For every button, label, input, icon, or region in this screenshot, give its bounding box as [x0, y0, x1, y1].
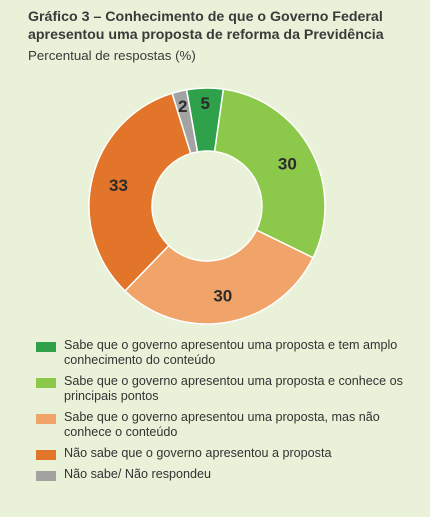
slice-5 [171, 88, 199, 155]
legend-item-4: Não sabe que o governo apresentou a prop… [36, 446, 416, 461]
slice-4 [88, 92, 192, 292]
legend-label-1: Sabe que o governo apresentou uma propos… [64, 338, 398, 367]
slice-2 [213, 88, 326, 259]
slice-value-label-1: 5 [200, 94, 209, 113]
legend-label-4: Não sabe que o governo apresentou a prop… [64, 446, 332, 460]
chart-title: Gráfico 3 – Conhecimento de que o Govern… [28, 9, 384, 43]
legend-item-5: Não sabe/ Não respondeu [36, 467, 416, 482]
legend-label-5: Não sabe/ Não respondeu [64, 467, 212, 481]
slice-value-label-3: 30 [213, 287, 232, 306]
legend-item-1: Sabe que o governo apresentou uma propos… [36, 338, 416, 368]
donut-chart: 5 30 30 33 2 [88, 87, 326, 325]
legend-item-2: Sabe que o governo apresentou uma propos… [36, 374, 416, 404]
legend-label-3: Sabe que o governo apresentou uma propos… [64, 410, 380, 439]
legend-swatch-1 [36, 342, 56, 352]
legend-item-3: Sabe que o governo apresentou uma propos… [36, 410, 416, 440]
slice-value-label-4: 33 [109, 176, 128, 195]
legend-swatch-4 [36, 450, 56, 460]
slice-value-label-2: 30 [278, 154, 297, 173]
slice-3 [123, 229, 315, 325]
legend-label-2: Sabe que o governo apresentou uma propos… [64, 374, 403, 403]
legend-swatch-5 [36, 471, 56, 481]
slice-value-label-5: 2 [178, 97, 187, 116]
chart-legend: Sabe que o governo apresentou uma propos… [36, 338, 416, 488]
legend-swatch-3 [36, 414, 56, 424]
chart-subtitle: Percentual de respostas (%) [28, 48, 196, 63]
legend-swatch-2 [36, 378, 56, 388]
